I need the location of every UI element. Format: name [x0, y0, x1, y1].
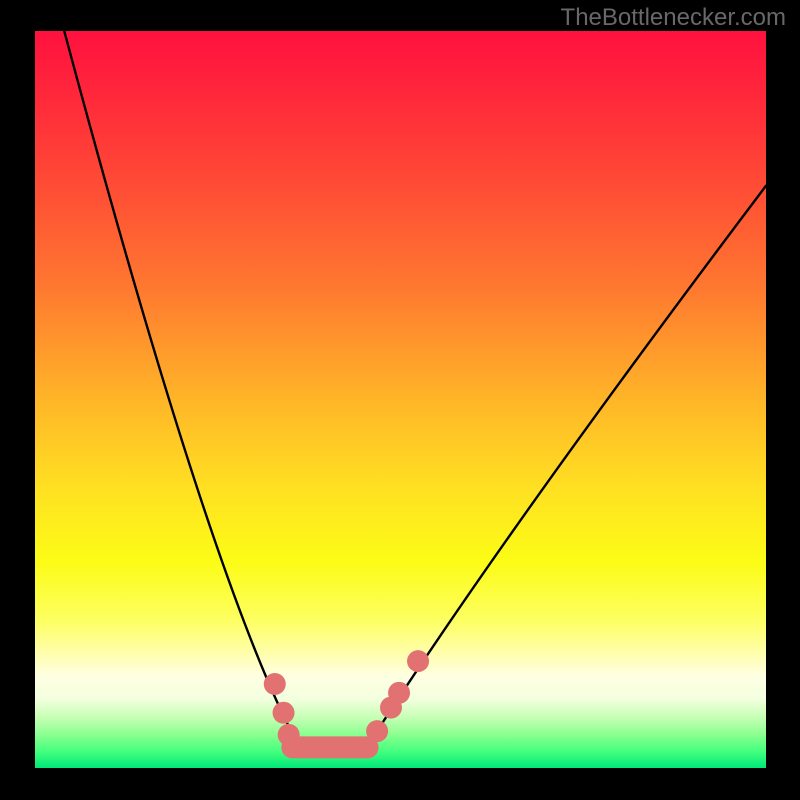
marker-point	[273, 702, 295, 724]
watermark-text: TheBottlenecker.com	[561, 4, 786, 32]
marker-point	[278, 724, 300, 746]
marker-point	[407, 650, 429, 672]
marker-point	[388, 682, 410, 704]
marker-point	[264, 673, 286, 695]
stage: TheBottlenecker.com	[0, 0, 800, 800]
plot-area	[35, 31, 766, 768]
marker-point	[366, 720, 388, 742]
plot-svg	[35, 31, 766, 768]
gradient-background	[35, 31, 766, 768]
